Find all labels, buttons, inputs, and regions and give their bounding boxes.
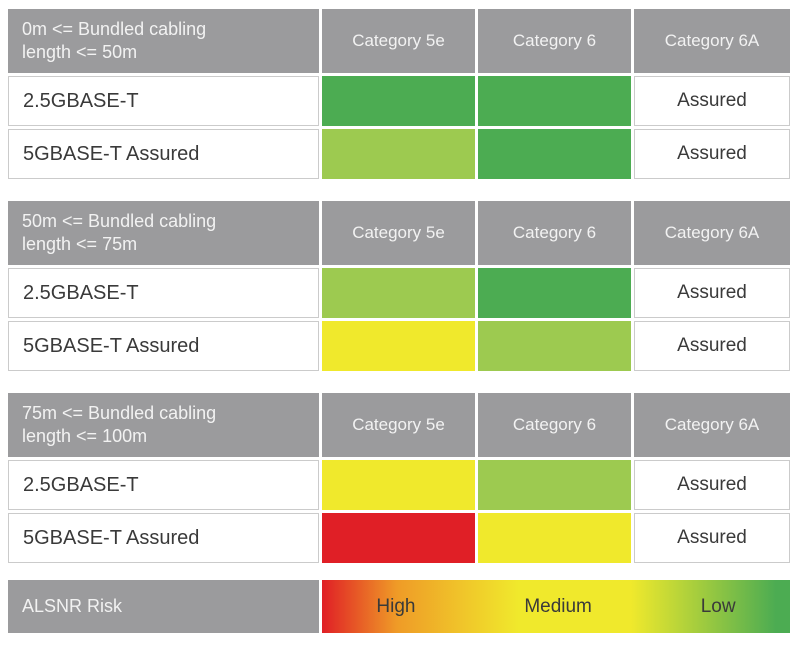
column-header-category-6: Category 6 <box>478 201 631 265</box>
assured-cell: Assured <box>634 513 790 563</box>
row-label-5gbase-t-assured: 5GBASE-T Assured <box>8 129 319 179</box>
risk-cell <box>322 513 475 563</box>
risk-cell <box>478 321 631 371</box>
row-label-2-5gbase-t: 2.5GBASE-T <box>8 268 319 318</box>
risk-cell <box>478 76 631 126</box>
legend-level-high: High <box>376 595 416 617</box>
row-label-5gbase-t-assured: 5GBASE-T Assured <box>8 321 319 371</box>
legend-label: ALSNR Risk <box>8 580 319 633</box>
table-title: 50m <= Bundled cabling length <= 75m <box>8 201 319 265</box>
risk-cell <box>478 129 631 179</box>
risk-cell <box>478 513 631 563</box>
risk-cell <box>322 76 475 126</box>
assured-cell: Assured <box>634 321 790 371</box>
risk-cell <box>322 460 475 510</box>
table-title-text: 75m <= Bundled cabling length <= 100m <box>22 402 217 446</box>
assured-cell: Assured <box>634 129 790 179</box>
column-header-category-5e: Category 5e <box>322 201 475 265</box>
assured-cell: Assured <box>634 460 790 510</box>
risk-cell <box>322 268 475 318</box>
legend-level-low: Low <box>700 595 736 617</box>
risk-cell <box>478 268 631 318</box>
row-label-2-5gbase-t: 2.5GBASE-T <box>8 76 319 126</box>
table-title: 0m <= Bundled cabling length <= 50m <box>8 9 319 73</box>
row-label-2-5gbase-t: 2.5GBASE-T <box>8 460 319 510</box>
table-title-text: 0m <= Bundled cabling length <= 50m <box>22 18 207 62</box>
assured-cell: Assured <box>634 268 790 318</box>
risk-cell <box>478 460 631 510</box>
risk-cell <box>322 321 475 371</box>
legend-level-medium: Medium <box>524 595 592 617</box>
column-header-category-5e: Category 5e <box>322 393 475 457</box>
table-title-text: 50m <= Bundled cabling length <= 75m <box>22 210 217 254</box>
alsnr-risk-legend: ALSNR Risk High Medium Low <box>8 580 790 633</box>
assured-cell: Assured <box>634 76 790 126</box>
column-header-category-6a: Category 6A <box>634 393 790 457</box>
risk-table-75-100m: 75m <= Bundled cabling length <= 100m Ca… <box>8 393 790 563</box>
column-header-category-6a: Category 6A <box>634 9 790 73</box>
column-header-category-5e: Category 5e <box>322 9 475 73</box>
column-header-category-6: Category 6 <box>478 9 631 73</box>
column-header-category-6a: Category 6A <box>634 201 790 265</box>
risk-cell <box>322 129 475 179</box>
table-title: 75m <= Bundled cabling length <= 100m <box>8 393 319 457</box>
risk-gradient-bar: High Medium Low <box>322 580 790 633</box>
risk-table-0-50m: 0m <= Bundled cabling length <= 50m Cate… <box>8 9 790 179</box>
row-label-5gbase-t-assured: 5GBASE-T Assured <box>8 513 319 563</box>
risk-table-50-75m: 50m <= Bundled cabling length <= 75m Cat… <box>8 201 790 371</box>
column-header-category-6: Category 6 <box>478 393 631 457</box>
